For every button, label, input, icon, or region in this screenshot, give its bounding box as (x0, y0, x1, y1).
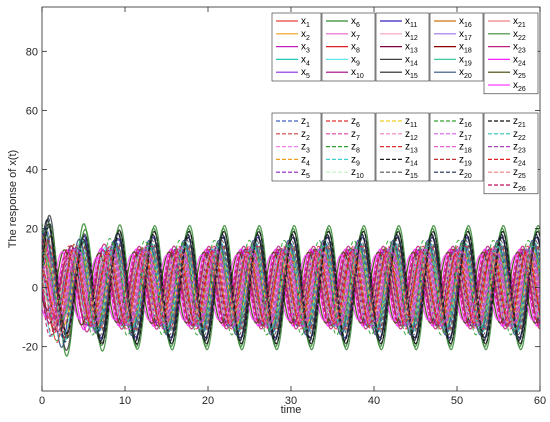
legend-box (429, 112, 484, 182)
legend-entry: x25 (513, 67, 526, 80)
legend-entry: z10 (351, 167, 364, 180)
legend-entry: z23 (513, 142, 526, 155)
legend-box (483, 12, 539, 95)
legend-box (375, 112, 430, 182)
legend-entry: x18 (459, 42, 472, 55)
x-tick-label: 30 (285, 395, 297, 407)
x-tick-label: 10 (119, 395, 131, 407)
legend-entry: x10 (351, 67, 364, 80)
legend-entry: z25 (513, 167, 526, 180)
series-line-z25 (42, 251, 540, 327)
legend-entry: x1 (301, 16, 310, 29)
legend-entry: x22 (513, 29, 526, 42)
axes-layer: 0 10 20 30 40 50 60 -20 0 20 40 60 80 (22, 6, 546, 407)
legend-entry: x19 (459, 54, 472, 67)
series-line-z17 (42, 247, 540, 327)
legend-entry: x15 (405, 67, 418, 80)
legend-entry: z15 (405, 167, 418, 180)
legend-entry: z2 (301, 129, 310, 142)
legend-entry: z13 (405, 142, 418, 155)
legend-entry: x5 (301, 67, 310, 80)
y-tick-label: 40 (26, 164, 38, 176)
legend-box (483, 112, 539, 195)
legend-entry: x4 (301, 54, 310, 67)
x-tick-label: 0 (39, 395, 45, 407)
legend-entry: z20 (459, 167, 472, 180)
legend-entry: z24 (513, 154, 526, 167)
series-line-z9 (42, 246, 540, 329)
legend-entry: z16 (459, 116, 472, 129)
legend-entry: z6 (351, 116, 360, 129)
x-tick-label: 40 (368, 395, 380, 407)
legend-entry: z5 (301, 167, 310, 180)
legend-entry: x20 (459, 67, 472, 80)
x-axis-label: time (281, 404, 302, 416)
legend-entry: x8 (351, 42, 360, 55)
legend-entry: z21 (513, 116, 526, 129)
legend-entry: x23 (513, 42, 526, 55)
legend-entry: z12 (405, 129, 418, 142)
legend-entry: x21 (513, 16, 526, 29)
x-tick-label: 20 (202, 395, 214, 407)
y-axis-label: The response of x(t) (7, 150, 19, 248)
legend-entry: x11 (405, 16, 417, 29)
series-line-z21 (42, 226, 540, 346)
series-line-z1 (42, 226, 540, 338)
legend-entry: x24 (513, 54, 526, 67)
legend-entry: x26 (513, 80, 526, 93)
legend-entry: z3 (301, 142, 310, 155)
legend-z: z1z2z3z4z5z6z7z8z9z10z11z12z13z14z15z16z… (271, 112, 539, 195)
legend-entry: x16 (459, 16, 472, 29)
x-tick-label: 50 (451, 395, 463, 407)
series-line-z24 (42, 249, 540, 324)
series-line-z26 (42, 250, 540, 337)
legend-entry: x6 (351, 16, 360, 29)
legend-entry: x12 (405, 29, 418, 42)
legend-entry: z26 (513, 180, 526, 193)
legend-entry: x7 (351, 29, 360, 42)
y-tick-label: 80 (26, 46, 38, 58)
curves-layer (42, 214, 540, 357)
legend-entry: z19 (459, 154, 472, 167)
legend-entry: z18 (459, 142, 472, 155)
legend-entry: z9 (351, 154, 360, 167)
legend-entry: z8 (351, 142, 360, 155)
series-line-z22 (42, 245, 540, 331)
series-line-z11 (42, 248, 540, 325)
legend-entry: z22 (513, 129, 526, 142)
legend-x: x1x2x3x4x5x6x7x8x9x10x11x12x13x14x15x16x… (271, 12, 539, 95)
legend-entry: z14 (405, 154, 418, 167)
series-line-z23 (42, 248, 540, 328)
legend-entry: z4 (301, 154, 310, 167)
y-tick-label: 60 (26, 105, 38, 117)
series-line-z7 (42, 238, 540, 332)
legend-entry: z7 (351, 129, 360, 142)
legend-entry: x2 (301, 29, 310, 42)
series-line-z18 (42, 248, 540, 324)
legend-box (321, 112, 376, 182)
legend-entry: x14 (405, 54, 418, 67)
y-tick-label: -20 (22, 342, 38, 354)
x-tick-label: 60 (534, 395, 546, 407)
y-tick-label: 20 (26, 224, 38, 236)
legend-entry: x3 (301, 42, 310, 55)
legend-entry: z17 (459, 129, 472, 142)
legend-entry: z11 (405, 116, 417, 129)
legend-entry: x17 (459, 29, 472, 42)
legend-entry: x9 (351, 54, 360, 67)
legend-entry: z1 (301, 116, 310, 129)
legend-entry: x13 (405, 42, 418, 55)
series-line-z13 (42, 239, 540, 344)
y-tick-label: 0 (32, 283, 38, 295)
